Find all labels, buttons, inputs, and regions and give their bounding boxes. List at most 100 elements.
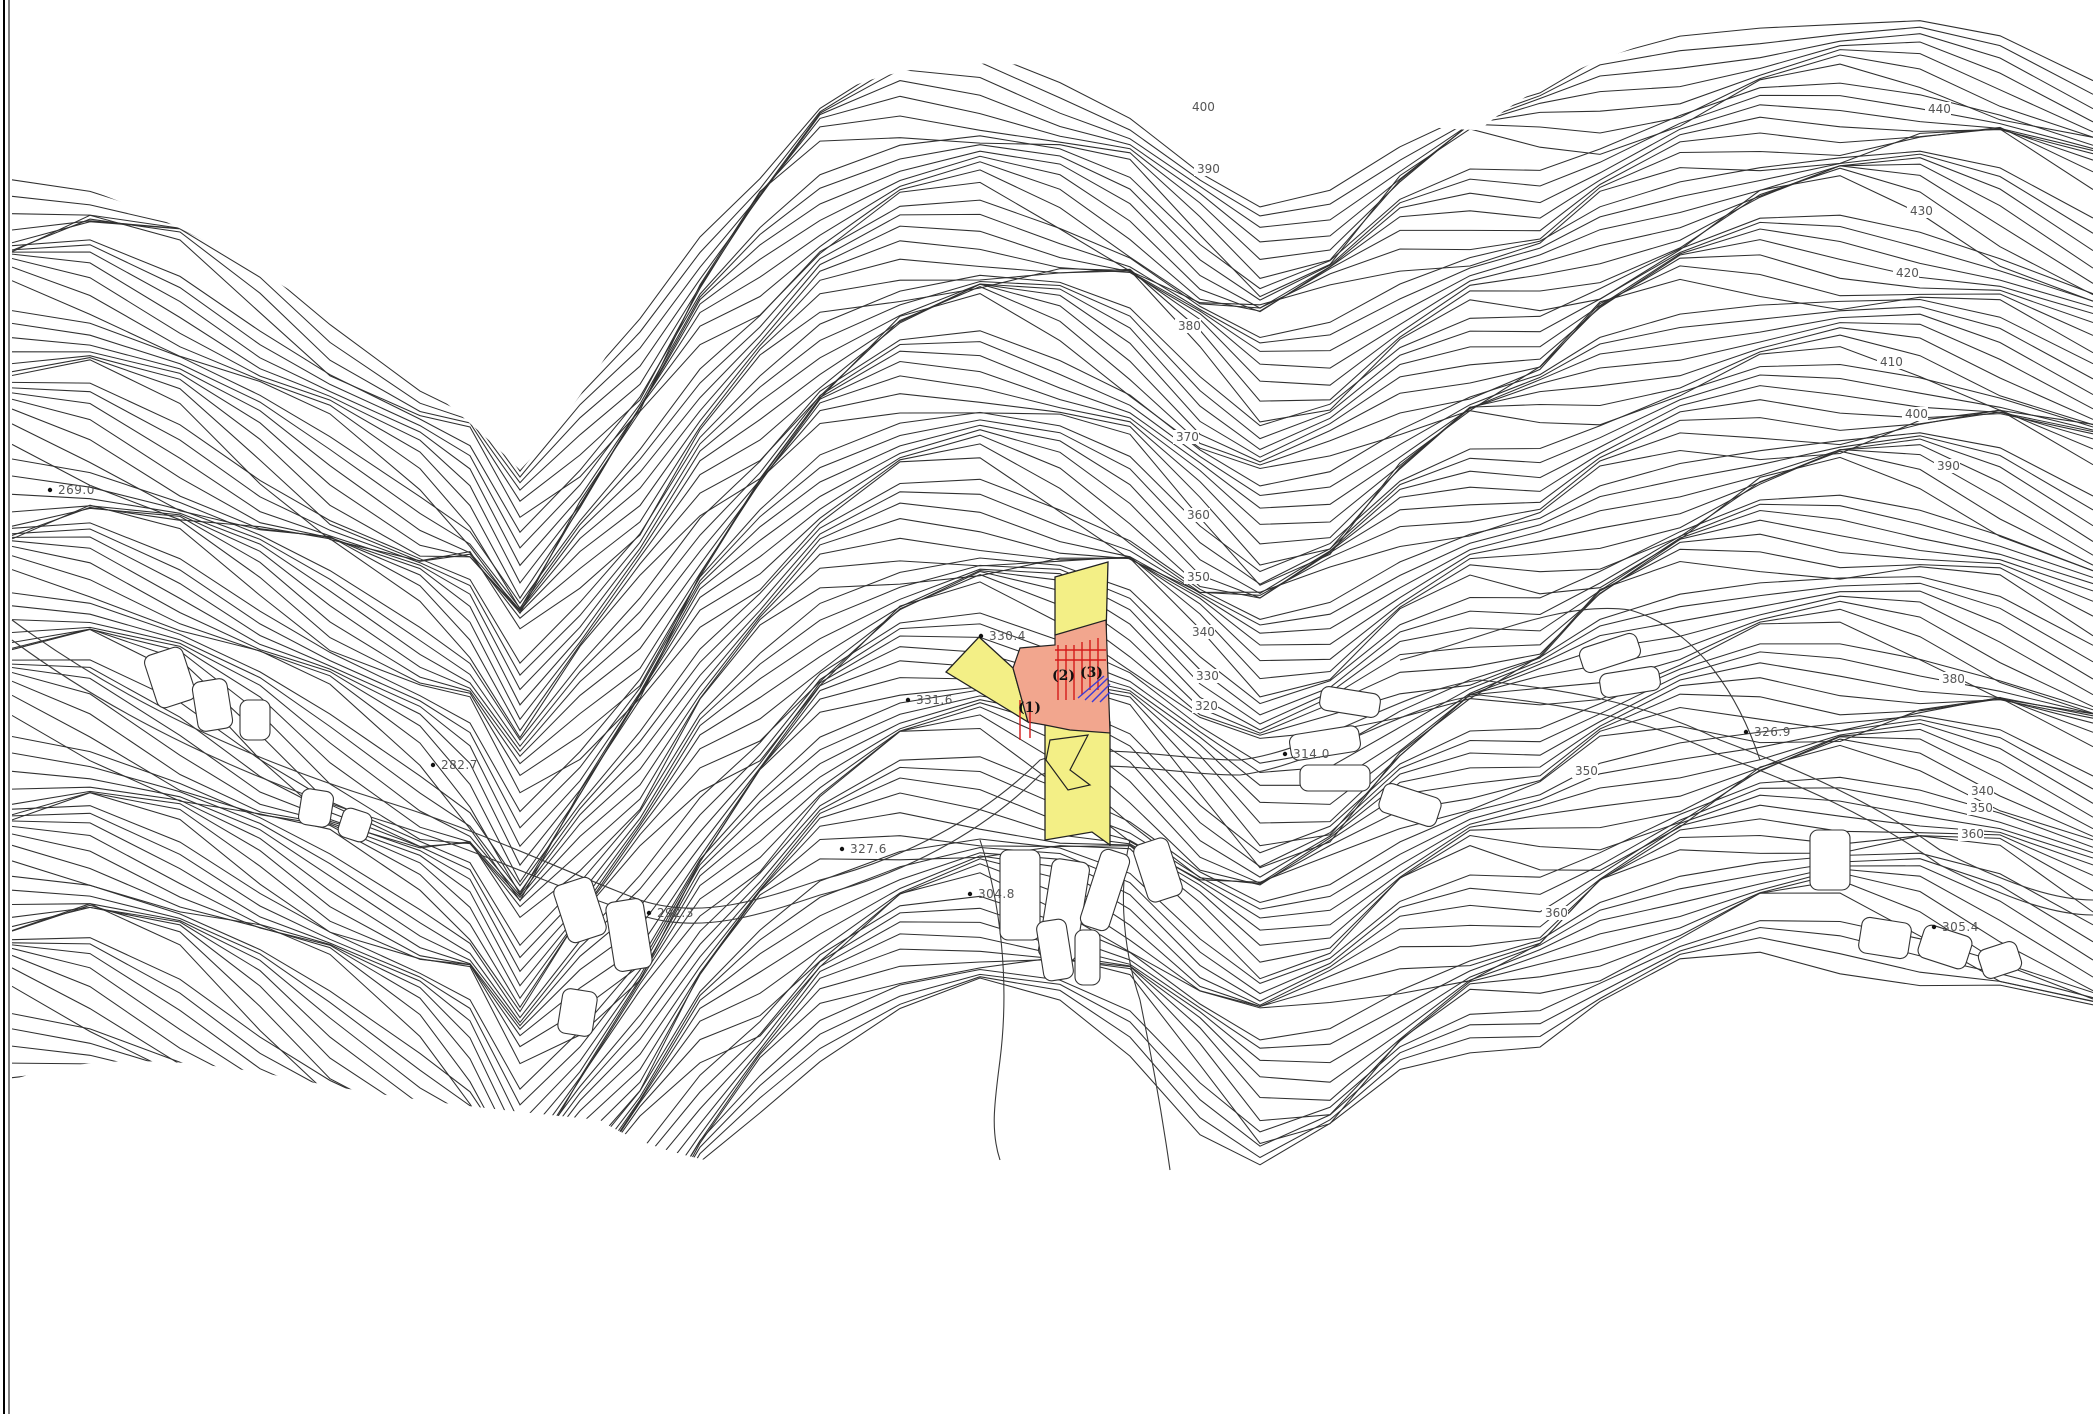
contour-label-bg [1968,784,1994,798]
contour-line [12,892,2093,1191]
contour-line [12,327,2093,765]
elevation-point-marker [646,910,652,916]
contour-line [12,548,2093,1009]
terrace-plot [1977,941,2023,979]
terrace-plot [1858,916,1912,960]
elevation-point-p7: 330.4 [978,629,1026,643]
contour-line [12,937,2093,1191]
terrace-plot [1289,725,1361,761]
contour-line [12,116,2093,584]
contour-label-c17: 340 [1971,784,1994,798]
contour-line [12,868,2093,1191]
contour-label-c14: 400 [1905,407,1928,421]
elevation-point-p5: 327.6 [839,842,887,856]
contour-label-c6: 350 [1187,570,1210,584]
contour-label-c4: 370 [1176,430,1199,444]
elevation-point-p4: 304.8 [967,887,1015,901]
contour-label-bg [1192,699,1218,713]
red-zone [1012,619,1111,734]
contour-label-bg [1184,570,1210,584]
contour-label-bg [1542,906,1568,920]
contour-line [12,444,2093,899]
contour-line [12,374,2093,829]
contour-labels: 400 390 380 370 360 350 340 330 320 440 430 420 410 4… [1173,100,1994,920]
zone-label-2: (2) [1052,668,1075,684]
elevation-point-p1: 269.0 [47,483,94,497]
elevation-point-marker [967,891,973,897]
contour-line [12,450,2093,908]
terrace-plot [239,699,271,741]
elevation-points: 269.0 282.7 292.3 304.8 327.6 331.6 330.4 314.0… [47,483,1979,934]
elevation-point-marker [839,846,845,852]
contour-label-bg [1925,102,1951,116]
contour-line [12,278,2093,739]
contour-line [12,228,2093,691]
contour-line [12,432,2093,887]
contour-line [12,157,2093,611]
terrace-plot [1133,837,1183,903]
contour-line [12,126,2093,610]
contour-line [12,150,2093,605]
contour-label-c3: 380 [1178,319,1201,333]
contour-line [12,346,2093,794]
contour-line [12,363,2093,813]
elevation-point-label: 327.6 [850,842,887,856]
contour-line [12,438,2093,897]
elevation-point-marker [47,487,53,493]
elevation-point-label: 304.8 [978,887,1015,901]
contour-label-c19: 360 [1961,827,1984,841]
contour-line [12,722,2093,1180]
elevation-point-marker [430,762,436,768]
contour-label-c18: 350 [1970,801,1993,815]
terrace-plot [1319,686,1381,718]
terrace-plot [1079,848,1131,932]
elevation-point-label: 305.4 [1942,920,1979,934]
terrace-plot [1299,764,1371,792]
contour-line [12,334,2093,777]
terrace-plot [144,646,196,709]
contour-line [12,165,2093,614]
contour-line [12,926,2093,1191]
terrace-plot [337,807,373,843]
contour-label-c5: 360 [1187,508,1210,522]
contour-line [12,167,2093,619]
contour-line [12,697,2093,1184]
contour-label-c1: 400 [1192,100,1215,114]
contour-label-c16: 380 [1942,672,1965,686]
elevation-point-label: 330.4 [989,629,1026,643]
elevation-point-label: 292.3 [657,906,694,920]
elevation-point-marker [1743,729,1749,735]
contour-line [12,49,2093,491]
contour-line [12,214,2093,664]
contour-label-bg [1193,669,1219,683]
elevation-point-label: 314.0 [1293,747,1330,761]
contour-line [12,411,2093,883]
contour-label-bg [1958,827,1984,841]
contour-line [12,728,2093,1184]
elevation-point-p6: 331.6 [905,693,953,707]
contour-label-bg [1194,162,1220,176]
zone-labels: (1) (2) (3) [1018,665,1103,716]
road-and-terrace-lines [11,607,2093,1171]
contour-label-c21: 360 [1545,906,1568,920]
contour-line [12,254,2093,721]
contour-label-bg [1934,459,1960,473]
contour-line [12,560,2093,1013]
terrace-plot [1578,632,1642,674]
contour-line [12,872,2093,1191]
contour-label-c8: 330 [1196,669,1219,683]
contour-line [12,509,2093,973]
elevation-point-p9: 326.9 [1743,725,1790,739]
contour-line [12,313,2093,753]
contour-label-bg [1893,266,1919,280]
contour-line [12,435,2093,893]
contour-line [12,306,2093,748]
contour-label-bg [1189,625,1215,639]
elevation-point-label: 331.6 [916,693,953,707]
terrace-plot [1599,666,1661,698]
terrace-plot [1074,929,1101,986]
terrace-plot [605,898,653,972]
contour-line [12,533,2093,1000]
contour-line [12,494,2093,947]
